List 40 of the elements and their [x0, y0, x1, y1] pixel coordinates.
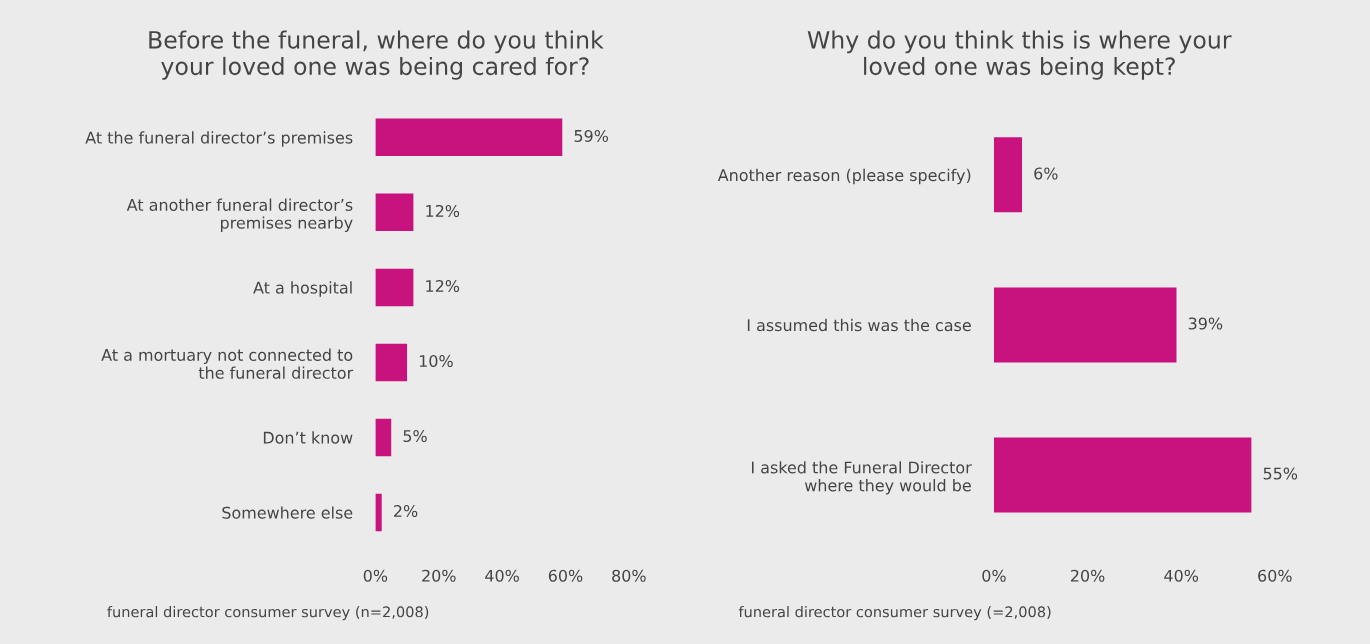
- x-tick-label: 20%: [422, 569, 456, 582]
- chart-title: Why do you think this is where your loved one was being kept?: [807, 30, 1232, 80]
- bar: [375, 268, 414, 307]
- x-tick-label: 80%: [612, 569, 646, 582]
- y-tick-label: At another funeral director’s premises nearby: [126, 198, 353, 232]
- y-tick-label: At the funeral director’s premises: [85, 131, 353, 147]
- data-label: 39%: [1188, 317, 1223, 330]
- x-tick-label: 20%: [1070, 569, 1105, 582]
- x-tick-label: 60%: [1258, 569, 1292, 582]
- y-tick-label: At a mortuary not connected to the funeral director: [101, 348, 354, 379]
- bar: [993, 137, 1023, 213]
- bar: [993, 287, 1177, 363]
- bar: [375, 193, 414, 232]
- chart-title: Before the funeral, where do you think your loved one was being cared for?: [149, 30, 604, 80]
- y-tick-label: At a hospital: [253, 281, 352, 297]
- y-tick-label: Don’t know: [263, 431, 353, 444]
- x-tick-label: 40%: [1164, 569, 1199, 582]
- text: funeral director consumer survey (=2,008): [738, 606, 1051, 621]
- bar: [375, 343, 408, 382]
- data-label: 6%: [1034, 167, 1058, 180]
- data-label: 10%: [419, 354, 453, 368]
- y-tick-label: Another reason (please specify): [717, 168, 971, 185]
- bar: [375, 118, 563, 157]
- text: funeral director consumer survey (n=2,008): [107, 606, 429, 621]
- x-tick-label: 0%: [982, 569, 1006, 582]
- y-tick-label: Somewhere else: [222, 506, 353, 519]
- bar: [375, 493, 382, 532]
- x-tick-label: 40%: [485, 569, 519, 582]
- x-tick-label: 60%: [548, 569, 583, 582]
- data-label: 12%: [426, 204, 460, 217]
- y-tick-label: I assumed this was the case: [747, 318, 971, 332]
- bar: [993, 437, 1252, 513]
- data-label: 59%: [574, 129, 609, 142]
- data-label: 5%: [403, 429, 427, 443]
- data-label: 12%: [426, 279, 460, 293]
- data-label: 2%: [394, 505, 418, 518]
- y-tick-label: I asked the Funeral Director where they would be: [751, 461, 972, 495]
- data-label: 55%: [1263, 467, 1298, 480]
- bar: [375, 418, 392, 457]
- x-tick-label: 0%: [363, 569, 388, 582]
